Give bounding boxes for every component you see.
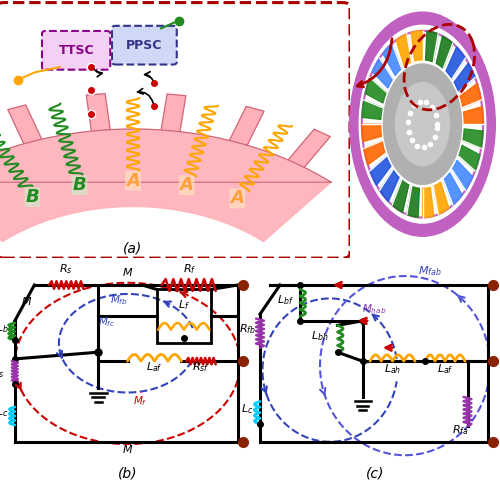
Polygon shape: [463, 129, 483, 149]
Polygon shape: [407, 187, 420, 217]
Polygon shape: [422, 187, 434, 218]
Polygon shape: [460, 84, 481, 108]
Polygon shape: [365, 77, 386, 103]
Polygon shape: [362, 124, 382, 142]
FancyBboxPatch shape: [0, 2, 350, 258]
Text: $R_f$: $R_f$: [184, 262, 196, 277]
Text: (c): (c): [366, 467, 384, 481]
Polygon shape: [372, 58, 393, 88]
Text: $R_{fb}$: $R_{fb}$: [239, 322, 256, 336]
Text: $L_{af}$: $L_{af}$: [436, 362, 454, 376]
Text: A: A: [230, 189, 244, 207]
Circle shape: [356, 22, 488, 226]
Polygon shape: [8, 105, 42, 144]
Text: $L_b$: $L_b$: [0, 321, 9, 335]
Polygon shape: [362, 100, 382, 119]
Text: $L_{af}$: $L_{af}$: [146, 360, 163, 374]
Text: $M_{fab}$: $M_{fab}$: [418, 264, 442, 278]
Text: (b): (b): [118, 467, 137, 481]
Text: PPSC: PPSC: [126, 38, 162, 52]
Polygon shape: [454, 63, 475, 92]
Polygon shape: [411, 31, 422, 61]
Text: $M_{fb}$: $M_{fb}$: [110, 293, 128, 307]
Text: $L_c$: $L_c$: [242, 403, 254, 416]
Polygon shape: [161, 94, 186, 131]
Polygon shape: [446, 47, 466, 79]
Circle shape: [396, 83, 450, 166]
Text: $L_{bh}$: $L_{bh}$: [311, 329, 329, 342]
Polygon shape: [426, 31, 438, 62]
Polygon shape: [396, 34, 411, 66]
Polygon shape: [364, 141, 385, 165]
Text: B: B: [26, 188, 40, 206]
Text: $M$: $M$: [122, 443, 133, 455]
Circle shape: [350, 12, 496, 236]
Text: A: A: [180, 176, 194, 194]
Polygon shape: [458, 145, 480, 171]
Text: A: A: [126, 172, 140, 189]
Polygon shape: [436, 36, 453, 69]
Polygon shape: [380, 169, 399, 202]
Polygon shape: [288, 129, 330, 167]
Text: $L_{bf}$: $L_{bf}$: [276, 293, 293, 307]
FancyBboxPatch shape: [42, 31, 110, 70]
Polygon shape: [86, 94, 110, 131]
Polygon shape: [392, 180, 409, 212]
Polygon shape: [444, 173, 462, 205]
Text: $L_f$: $L_f$: [178, 298, 190, 312]
Text: $M_f$: $M_f$: [132, 393, 147, 408]
Polygon shape: [464, 107, 483, 124]
Text: TTSC: TTSC: [58, 44, 94, 57]
Text: $M$: $M$: [22, 295, 32, 307]
Text: $M_{hab}$: $M_{hab}$: [362, 302, 387, 316]
Text: $L_c$: $L_c$: [0, 405, 8, 419]
Circle shape: [384, 64, 462, 185]
Text: $R_{fa}$: $R_{fa}$: [452, 423, 468, 437]
Text: $R_s$: $R_s$: [60, 262, 73, 277]
Text: $L_{ah}$: $L_{ah}$: [384, 362, 401, 376]
Polygon shape: [0, 129, 331, 242]
Text: (a): (a): [124, 242, 142, 256]
Polygon shape: [452, 160, 472, 190]
Text: $M$: $M$: [122, 266, 133, 278]
Polygon shape: [370, 156, 391, 185]
Text: B: B: [72, 176, 86, 194]
FancyBboxPatch shape: [112, 26, 177, 65]
Text: $M_{fc}$: $M_{fc}$: [98, 315, 116, 329]
Bar: [157, 289, 211, 343]
Text: $R_s$: $R_s$: [0, 366, 4, 379]
Polygon shape: [230, 107, 264, 145]
Polygon shape: [434, 182, 449, 214]
Polygon shape: [383, 43, 402, 75]
Text: $R_{sf}$: $R_{sf}$: [192, 360, 210, 374]
